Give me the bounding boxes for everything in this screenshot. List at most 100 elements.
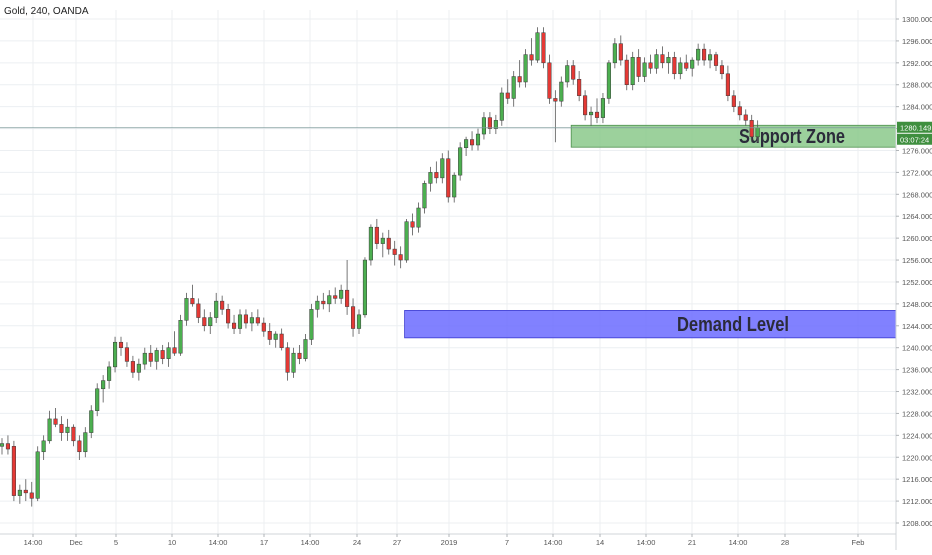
- candle-body: [101, 380, 106, 390]
- zones-layer: Support Zone Demand Level: [404, 124, 897, 339]
- bearish-candle: [672, 51, 677, 80]
- candle-body: [648, 62, 653, 69]
- price-tick-label: 1296.000: [902, 37, 932, 46]
- bearish-candle: [731, 90, 736, 113]
- price-axis[interactable]: 1300.000 1296.000 1292.000 1288.000 1284.000…: [895, 0, 932, 550]
- candle-body: [630, 57, 635, 85]
- bearish-candle: [594, 98, 600, 124]
- candle-body: [583, 95, 588, 116]
- candle-body: [440, 158, 445, 179]
- price-tick-label: 1276.000: [902, 146, 932, 155]
- bearish-candle: [719, 60, 725, 80]
- bearish-candle: [624, 54, 629, 91]
- candle-body: [178, 320, 183, 354]
- bullish-candle: [428, 166, 433, 192]
- bearish-candle: [279, 328, 284, 351]
- candle-body: [547, 62, 552, 99]
- candle-body: [226, 309, 231, 324]
- bearish-candle: [172, 331, 177, 356]
- bullish-candle: [666, 51, 671, 74]
- bearish-candle: [577, 71, 582, 102]
- bullish-candle: [327, 290, 332, 313]
- bullish-candle: [154, 347, 159, 370]
- candle-body: [297, 352, 302, 359]
- price-tick-label: 1240.000: [902, 344, 932, 353]
- candle-body: [190, 298, 195, 305]
- candle-body: [124, 347, 130, 362]
- candle-body: [499, 92, 504, 121]
- time-tick-label: 27: [393, 538, 401, 547]
- bullish-candle: [356, 309, 362, 334]
- bullish-candle: [559, 76, 564, 107]
- candle-body: [392, 248, 397, 255]
- bearish-candle: [434, 161, 439, 184]
- bullish-candle: [35, 446, 40, 502]
- candle-body: [237, 314, 243, 329]
- bearish-candle: [285, 342, 290, 381]
- support-zone: [570, 124, 897, 148]
- bullish-candle: [166, 342, 171, 367]
- candle-body: [380, 237, 385, 244]
- candle-body: [553, 98, 558, 102]
- bullish-candle: [249, 312, 254, 332]
- bullish-candle: [678, 57, 683, 80]
- candle-body: [148, 352, 153, 362]
- bullish-candle: [142, 347, 147, 370]
- price-tick-label: 1272.000: [902, 168, 932, 177]
- price-tick-label: 1232.000: [902, 388, 932, 397]
- bullish-candle: [83, 427, 88, 458]
- candle-body: [422, 183, 427, 209]
- candle-body: [255, 317, 260, 324]
- candle-body: [261, 322, 266, 332]
- candle-body: [529, 54, 534, 61]
- candle-body: [642, 62, 647, 77]
- bullish-candle: [458, 142, 463, 181]
- candle-body: [160, 350, 165, 359]
- bearish-candle: [351, 298, 356, 337]
- bearish-candle: [618, 35, 623, 66]
- bearish-candle: [392, 240, 397, 266]
- candle-body: [71, 426, 76, 442]
- candle-body: [118, 341, 124, 348]
- bearish-candle: [226, 303, 231, 329]
- price-tick-label: 1220.000: [902, 453, 932, 462]
- candle-body: [577, 79, 582, 96]
- candle-body: [749, 120, 754, 138]
- price-tick-label: 1252.000: [902, 278, 932, 287]
- bullish-candle: [178, 314, 183, 356]
- bullish-candle: [107, 361, 112, 389]
- price-tick-label: 1264.000: [902, 212, 932, 221]
- candle-body: [321, 300, 326, 305]
- bullish-candle: [47, 410, 52, 444]
- candle-body: [65, 426, 70, 433]
- price-tick-label: 1256.000: [902, 256, 932, 265]
- candle-body: [89, 410, 94, 433]
- bearish-candle: [446, 150, 451, 203]
- candle-body: [41, 440, 46, 453]
- bullish-candle: [208, 312, 213, 334]
- bullish-candle: [475, 128, 481, 151]
- candle-body: [565, 65, 570, 83]
- bearish-candle: [190, 284, 195, 307]
- time-tick-label: 14:00: [729, 538, 748, 547]
- price-tick-label: 1216.000: [902, 475, 932, 484]
- candle-body: [142, 352, 147, 365]
- candle-body: [208, 317, 213, 327]
- bearish-candle: [261, 317, 266, 337]
- bearish-candle: [124, 342, 130, 367]
- time-tick-label: 21: [688, 538, 696, 547]
- time-axis[interactable]: 14:00 Dec 5 10 14:00 17 14:00 24 27 2019 7 14:00 14 1…: [0, 533, 896, 547]
- bullish-candle: [136, 358, 141, 381]
- candle-body: [755, 127, 760, 138]
- candle-body: [606, 62, 611, 99]
- candle-body: [202, 317, 207, 327]
- bearish-candle: [59, 416, 64, 441]
- candle-body: [184, 298, 189, 321]
- bearish-candle: [11, 440, 16, 502]
- bullish-candle: [493, 114, 498, 135]
- time-tick-label: 7: [505, 538, 509, 547]
- candle-body: [660, 54, 665, 64]
- bullish-candle: [89, 405, 94, 439]
